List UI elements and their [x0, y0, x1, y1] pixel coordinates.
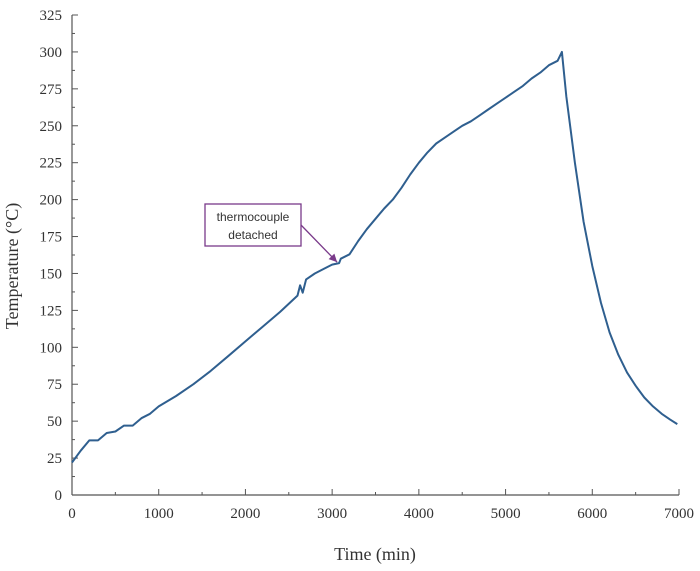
- annotation-line-2: detached: [228, 228, 277, 242]
- y-axis-title: Temperature (°C): [2, 203, 23, 329]
- y-tick-label: 150: [40, 266, 63, 282]
- x-tick-label: 3000: [317, 506, 347, 522]
- y-tick-label: 25: [47, 451, 62, 467]
- x-tick-label: 0: [68, 506, 76, 522]
- ticks: 0 1000 2000 3000 4000 5000 6000 7000 0 25 50 75 100 1…: [40, 8, 695, 522]
- y-tick-label: 50: [47, 414, 62, 430]
- annotation-arrowhead: [328, 253, 338, 263]
- y-tick-label: 275: [40, 82, 63, 98]
- x-axis-title: Time (min): [334, 544, 416, 565]
- y-tick-label: 0: [55, 488, 63, 504]
- y-tick-label: 250: [40, 119, 63, 135]
- x-tick-label: 2000: [230, 506, 260, 522]
- y-tick-label: 175: [40, 230, 63, 246]
- y-tick-label: 100: [40, 340, 63, 356]
- x-tick-label: 7000: [664, 506, 694, 522]
- y-tick-label: 125: [40, 303, 63, 319]
- x-tick-label: 6000: [577, 506, 607, 522]
- y-tick-label: 75: [47, 377, 62, 393]
- annotation-line-1: thermocouple: [217, 210, 290, 224]
- annotation: thermocouple detached: [204, 203, 338, 263]
- x-tick-label: 4000: [404, 506, 434, 522]
- x-tick-label: 1000: [144, 506, 174, 522]
- y-tick-label: 200: [40, 193, 63, 209]
- y-tick-label: 225: [40, 156, 63, 172]
- x-tick-label: 5000: [491, 506, 521, 522]
- y-tick-label: 300: [40, 45, 63, 61]
- temperature-series-line: [71, 50, 678, 464]
- axes: [71, 15, 679, 496]
- annotation-arrow: [300, 224, 338, 263]
- y-tick-label: 325: [40, 8, 63, 24]
